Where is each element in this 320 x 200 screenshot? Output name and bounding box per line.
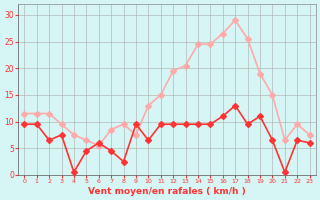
- X-axis label: Vent moyen/en rafales ( km/h ): Vent moyen/en rafales ( km/h ): [88, 187, 246, 196]
